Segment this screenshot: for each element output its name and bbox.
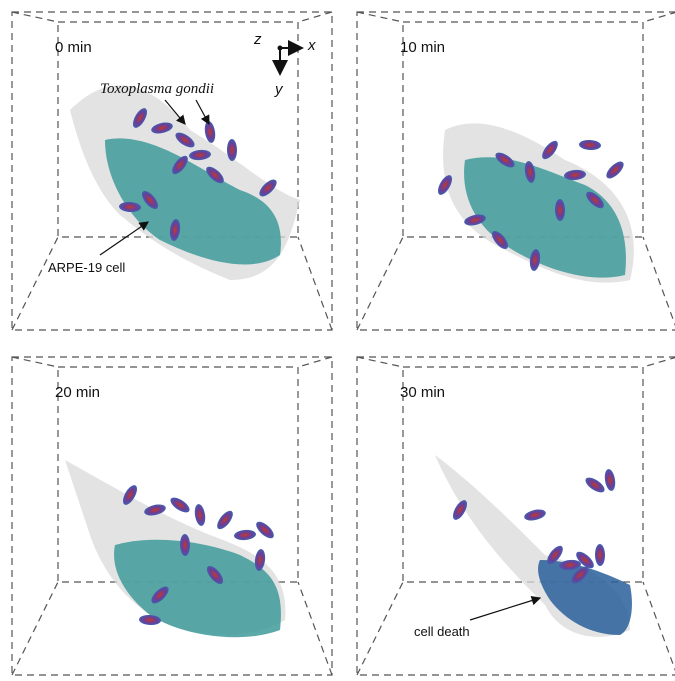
parasite: [193, 503, 206, 526]
axis-z: z: [253, 31, 262, 48]
parasite: [168, 495, 192, 516]
panel: 0 min: [12, 12, 332, 330]
axis-x: x: [307, 37, 316, 54]
time-label: 30 min: [400, 384, 445, 401]
arrow: [100, 222, 148, 255]
box-edge: [643, 357, 675, 367]
host-cell-label: ARPE-19 cell: [48, 260, 125, 275]
panel: 30 min: [357, 357, 675, 675]
panel: 10 min: [357, 12, 675, 330]
box-edge: [298, 237, 332, 330]
box-edge: [12, 12, 58, 22]
parasite: [603, 468, 616, 491]
box-edge: [12, 582, 58, 675]
parasite: [604, 159, 627, 181]
parasite: [579, 139, 601, 150]
arrow: [470, 598, 540, 620]
cell-core: [464, 157, 626, 277]
parasite: [234, 529, 257, 541]
box-edge: [643, 12, 675, 22]
parasite: [523, 508, 547, 523]
parasite: [595, 544, 605, 566]
time-label: 20 min: [55, 384, 100, 401]
box-edge: [357, 582, 403, 675]
box-front: [12, 357, 332, 675]
arrow: [196, 100, 209, 124]
box-edge: [357, 12, 403, 22]
axis-glyph: z x y: [253, 31, 316, 98]
box-edge: [298, 357, 332, 367]
box-edge: [357, 357, 403, 367]
cell-death-label: cell death: [414, 624, 470, 639]
box-edge: [12, 237, 58, 330]
bounding-box: [12, 357, 332, 675]
box-edge: [643, 237, 675, 330]
parasite: [583, 475, 607, 496]
parasite-label: Toxoplasma gondii: [100, 81, 214, 97]
panel: 20 min: [12, 357, 332, 675]
parasite: [214, 508, 235, 531]
parasite: [253, 519, 276, 541]
time-label: 10 min: [400, 39, 445, 56]
axis-y: y: [274, 81, 284, 98]
box-edge: [12, 357, 58, 367]
cell-core: [114, 540, 281, 637]
box-edge: [298, 582, 332, 675]
box-edge: [298, 12, 332, 22]
time-label: 0 min: [55, 39, 92, 56]
box-edge: [357, 237, 403, 330]
box-edge: [643, 582, 675, 675]
figure: 0 min 10 min 20 min 30 min z x y Toxoplasma…: [0, 0, 675, 681]
